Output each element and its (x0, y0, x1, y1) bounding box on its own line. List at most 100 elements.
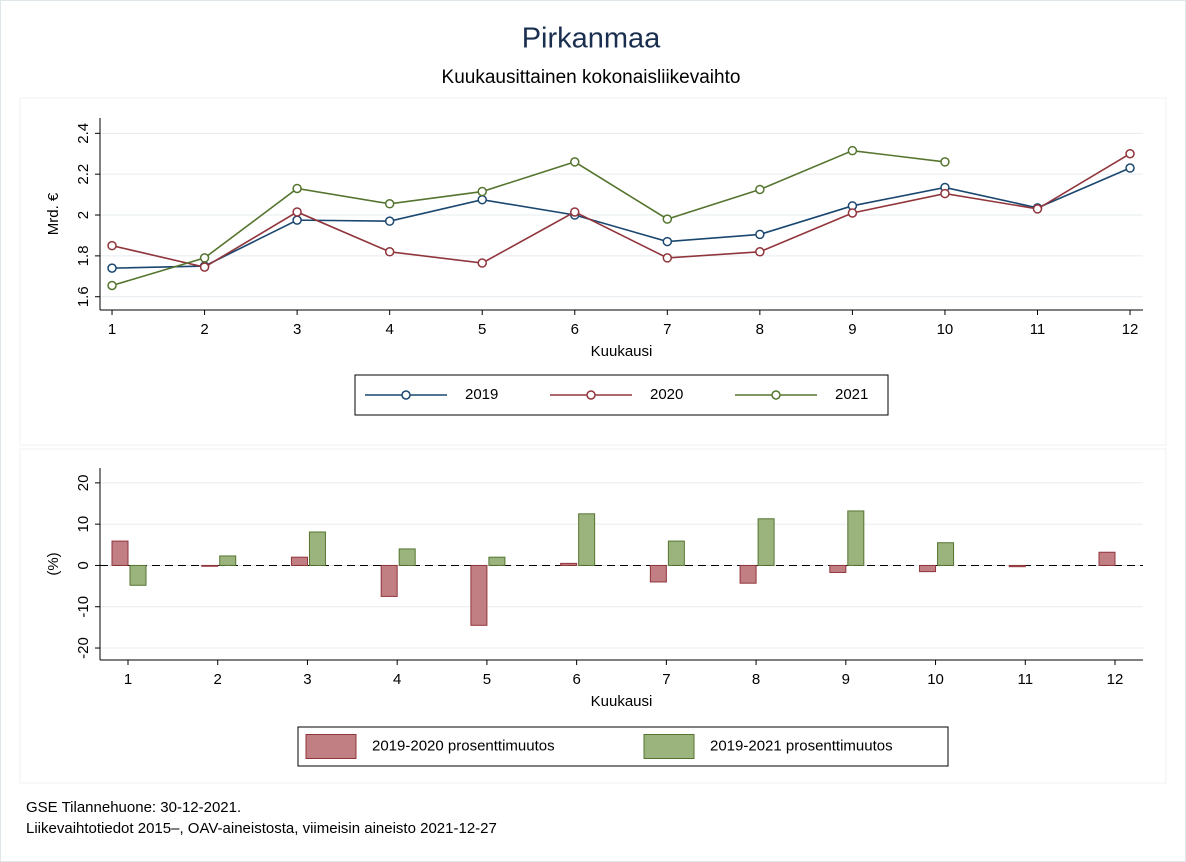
x-tick-label: 8 (752, 671, 760, 688)
x-tick-label: 3 (303, 671, 311, 688)
x-tick-label: 9 (848, 321, 856, 338)
bar (470, 564, 488, 626)
bar (757, 518, 775, 566)
line-series (111, 153, 1131, 268)
bar (290, 556, 308, 566)
line-marker (477, 258, 487, 268)
bar (919, 564, 937, 573)
line-marker (755, 247, 765, 257)
bar (829, 564, 847, 573)
y-axis-label: (%) (45, 552, 62, 575)
bar (308, 531, 326, 566)
bar (1008, 564, 1026, 568)
x-tick-label: 2 (200, 321, 208, 338)
line-marker (570, 207, 580, 217)
line-marker (570, 157, 580, 167)
line-marker (1032, 204, 1043, 214)
legend-marker (401, 390, 411, 400)
x-tick-label: 3 (293, 321, 301, 338)
line-marker (847, 145, 858, 156)
y-tick-label: 1.6 (75, 286, 92, 307)
x-tick-label: 4 (393, 671, 401, 688)
y-tick-label: 2.2 (75, 164, 92, 185)
x-tick-label: 12 (1107, 671, 1124, 688)
line-marker (1125, 148, 1135, 159)
legend-label: 2020 (650, 386, 683, 403)
line-marker (107, 240, 117, 251)
line-marker (199, 262, 210, 272)
line-marker (199, 253, 210, 263)
line-marker (847, 208, 858, 218)
y-tick-label: 2 (75, 211, 92, 219)
y-tick-label: 2.4 (75, 123, 92, 144)
bar (129, 564, 147, 586)
bar (937, 542, 955, 566)
bar (560, 562, 578, 566)
x-axis-label: Kuukausi (591, 343, 653, 360)
footnote: Liikevaihtotiedot 2015–, OAV-aineistosta… (26, 820, 497, 837)
bar (847, 510, 865, 566)
line-marker (662, 253, 673, 263)
x-tick-label: 1 (108, 321, 116, 338)
x-tick-label: 10 (937, 321, 954, 338)
line-marker (384, 247, 395, 257)
bar (111, 540, 129, 566)
legend-label: 2021 (835, 386, 868, 403)
line-marker (292, 207, 302, 217)
line-marker (384, 199, 395, 209)
line-marker (107, 263, 117, 273)
bar (649, 564, 667, 583)
line-marker (107, 280, 117, 291)
bar (1098, 551, 1116, 566)
x-tick-label: 6 (571, 321, 579, 338)
y-tick-label: 20 (75, 475, 92, 492)
line-series (111, 149, 946, 287)
x-tick-label: 2 (214, 671, 222, 688)
bar (380, 564, 398, 597)
legend-marker (771, 390, 781, 400)
x-tick-label: 1 (124, 671, 132, 688)
x-tick-label: 9 (842, 671, 850, 688)
x-tick-label: 11 (1030, 321, 1046, 338)
y-tick-label: 1.8 (75, 245, 92, 266)
x-tick-label: 11 (1017, 671, 1033, 688)
y-tick-label: -20 (75, 637, 92, 659)
bar (739, 564, 757, 584)
x-tick-label: 4 (385, 321, 393, 338)
bar (201, 564, 219, 567)
bar (219, 555, 237, 566)
x-tick-label: 5 (478, 321, 486, 338)
line-marker (662, 236, 673, 247)
y-tick-label: -10 (75, 596, 92, 618)
x-axis-label: Kuukausi (591, 693, 653, 710)
line-marker (755, 184, 765, 195)
line-marker (1125, 163, 1135, 173)
line-marker (662, 214, 673, 224)
line-marker (292, 215, 302, 225)
bottom-panel (19, 448, 1167, 784)
x-tick-label: 10 (927, 671, 944, 688)
line-marker (384, 216, 395, 226)
x-tick-label: 8 (756, 321, 764, 338)
x-tick-label: 12 (1122, 321, 1139, 338)
line-series (112, 167, 1131, 269)
legend-swatch (305, 734, 357, 759)
bar (578, 513, 596, 566)
line-marker (940, 188, 950, 199)
bar (488, 556, 506, 566)
legend-swatch (643, 734, 695, 759)
bar (667, 540, 685, 566)
line-marker (477, 186, 487, 197)
legend-label: 2019 (465, 386, 498, 403)
legend-label: 2019-2020 prosenttimuutos (372, 737, 555, 754)
legend-box (297, 726, 949, 767)
line-marker (292, 183, 302, 194)
line-marker (477, 194, 487, 205)
x-tick-label: 7 (663, 321, 671, 338)
chart-subtitle: Kuukausittainen kokonaisliikevaihto (442, 67, 741, 88)
y-tick-label: 0 (75, 561, 92, 569)
y-axis-label: Mrd. € (45, 192, 62, 235)
chart-title: Pirkanmaa (522, 23, 661, 55)
x-tick-label: 5 (483, 671, 491, 688)
